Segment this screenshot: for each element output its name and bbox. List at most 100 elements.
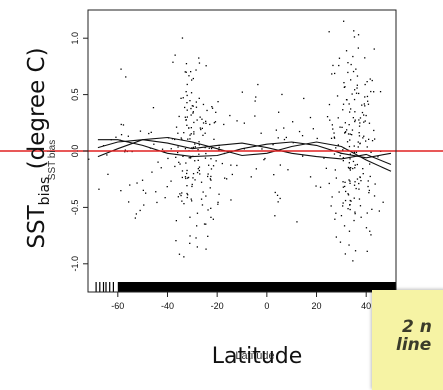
data-point — [349, 158, 351, 160]
data-point — [210, 179, 212, 181]
data-point — [342, 202, 344, 204]
data-point — [206, 109, 208, 112]
data-point — [198, 97, 200, 99]
data-point — [210, 216, 212, 218]
data-point — [215, 160, 217, 162]
data-point — [135, 213, 137, 215]
data-point — [202, 122, 205, 124]
data-point — [223, 123, 225, 126]
data-point — [328, 103, 331, 106]
data-point — [349, 208, 351, 211]
data-point — [347, 193, 349, 195]
small-x-axis-label: Latitude — [235, 350, 274, 362]
data-point — [277, 137, 279, 139]
data-point — [283, 127, 285, 129]
data-point — [330, 137, 333, 139]
data-point — [348, 162, 350, 164]
data-point — [374, 138, 376, 140]
data-point — [115, 136, 117, 138]
data-point — [164, 197, 166, 199]
data-point — [342, 157, 344, 159]
data-point — [166, 186, 168, 188]
rug-tick — [95, 282, 97, 292]
data-point — [161, 148, 164, 150]
data-point — [278, 111, 280, 113]
data-point — [200, 181, 203, 183]
sticky-note-line-1: 2 n — [402, 317, 432, 337]
data-point — [354, 89, 356, 91]
data-point — [353, 184, 356, 186]
data-point — [316, 137, 318, 140]
data-point — [301, 135, 304, 137]
data-point — [349, 169, 351, 171]
data-point — [175, 156, 177, 158]
data-point — [260, 132, 262, 134]
data-point — [353, 36, 356, 38]
data-point — [205, 223, 207, 225]
data-point — [365, 114, 367, 117]
data-point — [192, 77, 194, 80]
data-point — [192, 105, 194, 107]
data-point — [191, 147, 193, 149]
data-point — [88, 158, 90, 160]
data-point — [155, 191, 157, 193]
data-point — [353, 98, 356, 101]
data-point — [274, 215, 276, 217]
x-axis-title: Latitude — [212, 344, 303, 369]
data-point — [205, 152, 207, 155]
data-point — [202, 191, 204, 193]
data-point — [218, 146, 220, 149]
data-point — [363, 103, 365, 105]
data-point — [264, 157, 266, 160]
y-axis-ticks: -1.0 -0.5 0.0 0.5 1.0 — [70, 32, 88, 272]
data-point — [361, 104, 363, 106]
data-point — [362, 173, 364, 175]
data-point — [353, 219, 355, 222]
data-point — [347, 71, 349, 74]
data-point — [347, 208, 349, 210]
data-point — [346, 141, 349, 143]
data-point — [339, 126, 341, 128]
data-point — [208, 164, 210, 166]
data-point — [342, 103, 345, 105]
data-point — [331, 73, 333, 75]
data-point — [354, 164, 356, 166]
data-point — [342, 186, 344, 188]
data-point — [189, 216, 191, 218]
data-point — [174, 54, 176, 56]
data-point — [199, 173, 201, 175]
data-point — [274, 191, 276, 194]
data-point — [184, 116, 186, 118]
data-point — [349, 182, 351, 184]
data-point — [192, 112, 194, 114]
data-point — [352, 117, 354, 119]
data-point — [335, 147, 337, 149]
data-point — [357, 146, 359, 148]
smoother-line — [97, 139, 392, 166]
data-point — [190, 127, 192, 129]
scatter-plot: -60 -40 -20 0 20 40 -1.0 -0.5 0.0 0.5 1.0 Latitud… — [0, 9, 443, 369]
data-point — [170, 148, 172, 150]
data-point — [309, 176, 312, 178]
y-tick-label: -1.0 — [70, 256, 80, 272]
data-point — [182, 97, 184, 99]
data-point — [181, 37, 184, 39]
data-point — [198, 62, 201, 64]
data-point — [197, 149, 199, 151]
data-point — [328, 31, 330, 33]
data-point — [349, 167, 351, 170]
data-point — [333, 132, 335, 134]
data-point — [136, 182, 138, 184]
rug-tick — [99, 282, 101, 292]
data-point — [378, 210, 380, 212]
data-point — [178, 253, 181, 255]
data-point — [348, 179, 350, 181]
data-point — [236, 120, 238, 122]
data-point — [352, 160, 355, 163]
data-point — [224, 177, 226, 179]
data-point — [189, 100, 191, 102]
data-point — [355, 151, 358, 154]
data-point — [369, 78, 371, 80]
data-point — [363, 121, 365, 123]
data-point — [352, 55, 354, 58]
